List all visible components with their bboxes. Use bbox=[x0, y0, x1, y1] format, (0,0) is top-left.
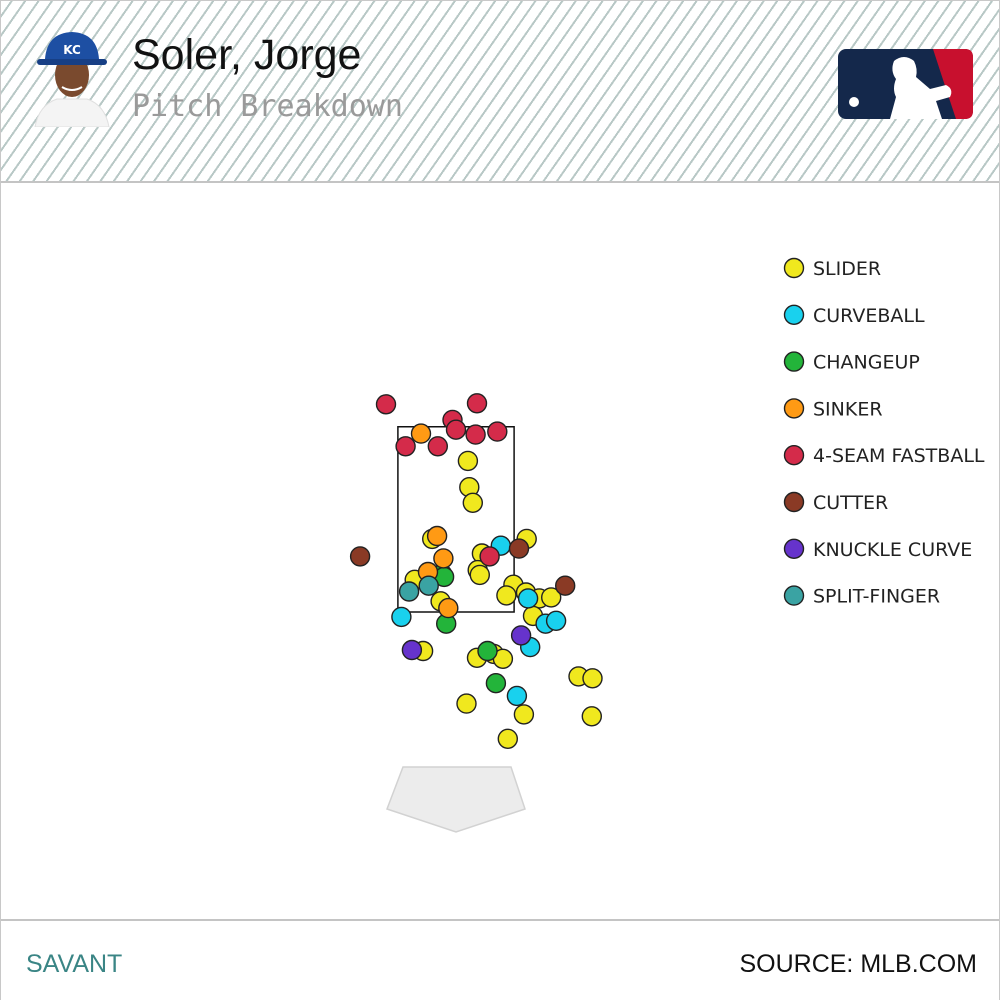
legend-marker-4-seam-fastball bbox=[783, 445, 805, 466]
legend-marker-cutter bbox=[783, 491, 805, 513]
pitch-point-slider[interactable] bbox=[457, 450, 479, 472]
pitch-point-slider[interactable] bbox=[513, 704, 535, 725]
legend-label-curveball: CURVEBALL bbox=[813, 305, 925, 327]
pitch-point-changeup[interactable] bbox=[485, 673, 507, 694]
legend-marker-slider bbox=[783, 257, 805, 279]
mlb-logo-icon bbox=[838, 49, 973, 119]
pitch-point-changeup[interactable] bbox=[477, 640, 498, 662]
pitch-point-cutter[interactable] bbox=[349, 546, 371, 567]
header-banner: KC Soler, Jorge Pitch Breakdown bbox=[1, 1, 999, 183]
page-subtitle: Pitch Breakdown bbox=[132, 89, 403, 124]
legend: SLIDER CURVEBALL CHANGEUP SINKER 4-SEAM FAST… bbox=[783, 257, 985, 608]
pitch-point-slider[interactable] bbox=[582, 668, 603, 689]
legend-marker-curveball bbox=[783, 304, 805, 326]
pitch-point-4-seam-fastball[interactable] bbox=[487, 421, 508, 442]
pitch-point-knuckle-curve[interactable] bbox=[401, 639, 423, 661]
pitch-point-slider[interactable] bbox=[456, 693, 477, 714]
player-headshot-icon: KC bbox=[34, 32, 110, 127]
pitch-point-cutter[interactable] bbox=[508, 538, 530, 559]
pitch-point-cutter[interactable] bbox=[555, 575, 576, 596]
legend-marker-split-finger bbox=[783, 585, 805, 606]
pitch-point-slider[interactable] bbox=[496, 585, 517, 606]
pitch-location-chart: SLIDER CURVEBALL CHANGEUP SINKER 4-SEAM FAST… bbox=[349, 257, 985, 833]
home-plate bbox=[386, 766, 526, 833]
pitch-point-curveball[interactable] bbox=[545, 610, 567, 631]
legend-label-changeup: CHANGEUP bbox=[813, 352, 920, 374]
footer-bar: SAVANT SOURCE: MLB.COM bbox=[1, 919, 999, 1001]
pitch-point-sinker[interactable] bbox=[410, 423, 432, 444]
pitch-point-sinker[interactable] bbox=[426, 525, 448, 547]
pitch-point-split-finger[interactable] bbox=[418, 575, 439, 596]
pitch-point-sinker[interactable] bbox=[433, 548, 454, 569]
player-name: Soler, Jorge bbox=[132, 31, 362, 79]
pitch-point-sinker[interactable] bbox=[438, 597, 459, 619]
legend-label-slider: SLIDER bbox=[813, 258, 881, 280]
pitch-point-split-finger[interactable] bbox=[398, 581, 420, 602]
source-credit: SOURCE: MLB.COM bbox=[739, 950, 977, 978]
legend-marker-knuckle-curve bbox=[783, 538, 805, 559]
pitch-point-4-seam-fastball[interactable] bbox=[466, 393, 488, 414]
svg-text:KC: KC bbox=[63, 43, 81, 57]
pitch-point-slider[interactable] bbox=[541, 587, 562, 608]
pitch-point-4-seam-fastball[interactable] bbox=[375, 394, 397, 415]
pitch-point-curveball[interactable] bbox=[391, 606, 412, 628]
pitch-point-4-seam-fastball[interactable] bbox=[465, 424, 486, 445]
legend-marker-changeup bbox=[783, 351, 805, 372]
legend-label-sinker: SINKER bbox=[813, 398, 883, 420]
legend-label-knuckle-curve: KNUCKLE CURVE bbox=[813, 539, 972, 561]
pitch-point-curveball[interactable] bbox=[506, 685, 528, 707]
legend-label-4-seam-fastball: 4-SEAM FASTBALL bbox=[813, 445, 985, 467]
pitch-point-knuckle-curve[interactable] bbox=[510, 625, 532, 646]
pitch-points bbox=[349, 393, 603, 749]
savant-link[interactable]: SAVANT bbox=[26, 950, 123, 978]
pitch-point-slider[interactable] bbox=[581, 706, 602, 727]
pitch-point-slider[interactable] bbox=[462, 492, 483, 513]
pitch-point-4-seam-fastball[interactable] bbox=[427, 436, 448, 457]
pitch-point-4-seam-fastball[interactable] bbox=[479, 546, 500, 567]
pitch-point-4-seam-fastball[interactable] bbox=[395, 436, 416, 457]
pitch-point-slider[interactable] bbox=[469, 564, 490, 586]
pitch-point-curveball[interactable] bbox=[517, 588, 539, 609]
pitch-point-4-seam-fastball[interactable] bbox=[445, 419, 467, 440]
legend-marker-sinker bbox=[783, 398, 805, 419]
legend-label-split-finger: SPLIT-FINGER bbox=[813, 586, 940, 608]
legend-label-cutter: CUTTER bbox=[813, 492, 888, 514]
pitch-point-slider[interactable] bbox=[497, 728, 518, 749]
